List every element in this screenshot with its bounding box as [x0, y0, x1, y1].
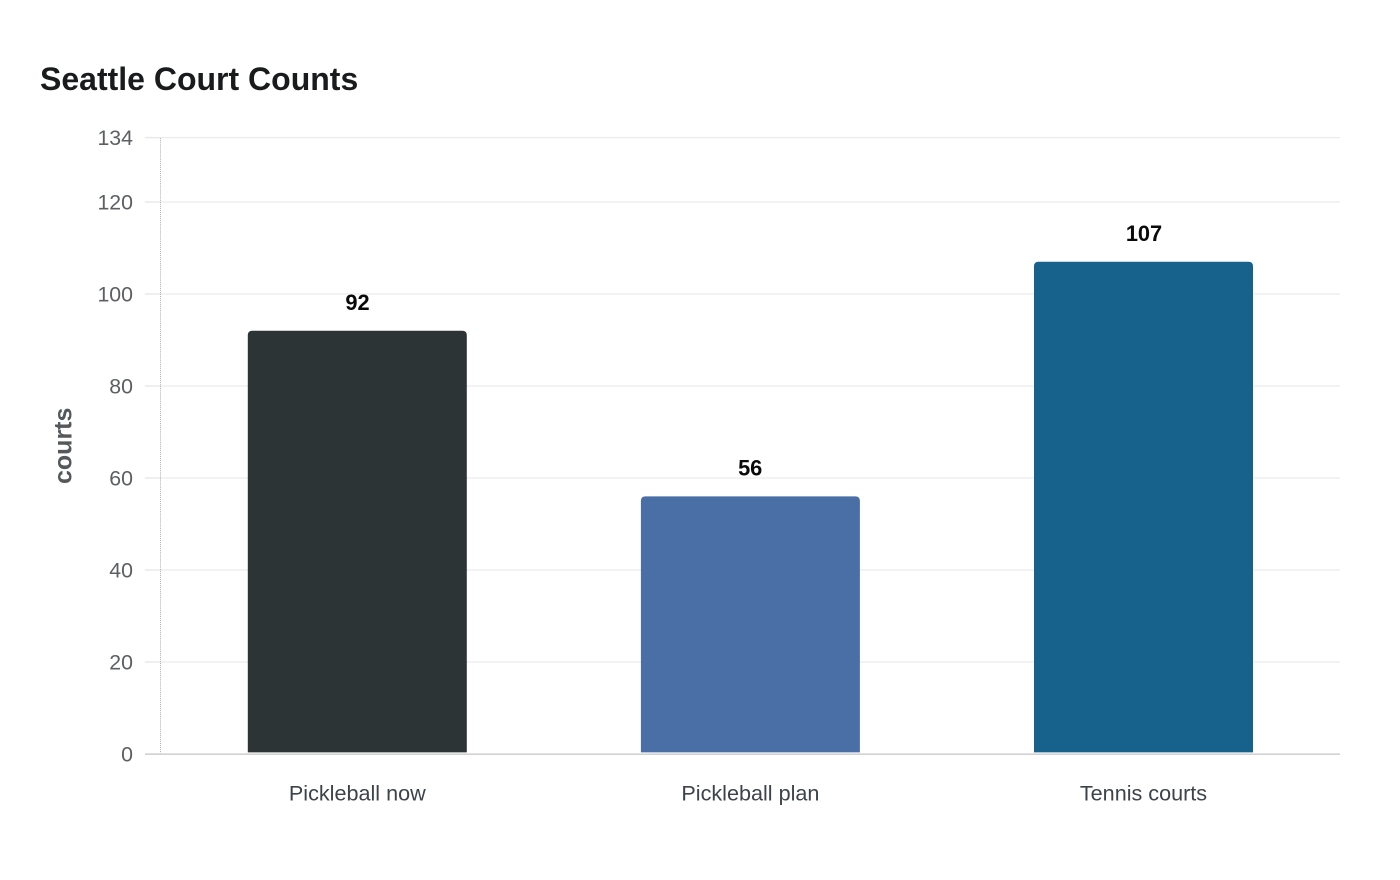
svg-text:20: 20	[109, 650, 133, 674]
svg-text:0: 0	[121, 742, 133, 766]
svg-text:92: 92	[345, 290, 369, 315]
svg-text:56: 56	[738, 456, 762, 481]
svg-text:Seattle Court Counts: Seattle Court Counts	[40, 61, 358, 97]
svg-text:107: 107	[1126, 221, 1162, 246]
svg-text:120: 120	[97, 190, 133, 214]
svg-text:134: 134	[97, 126, 133, 150]
svg-text:courts: courts	[49, 408, 77, 484]
svg-text:40: 40	[109, 558, 133, 582]
svg-text:Tennis courts: Tennis courts	[1080, 781, 1207, 806]
svg-text:100: 100	[97, 282, 133, 306]
svg-text:80: 80	[109, 374, 133, 398]
svg-text:60: 60	[109, 466, 133, 490]
svg-text:Pickleball plan: Pickleball plan	[681, 781, 819, 806]
svg-text:Pickleball now: Pickleball now	[289, 781, 426, 806]
